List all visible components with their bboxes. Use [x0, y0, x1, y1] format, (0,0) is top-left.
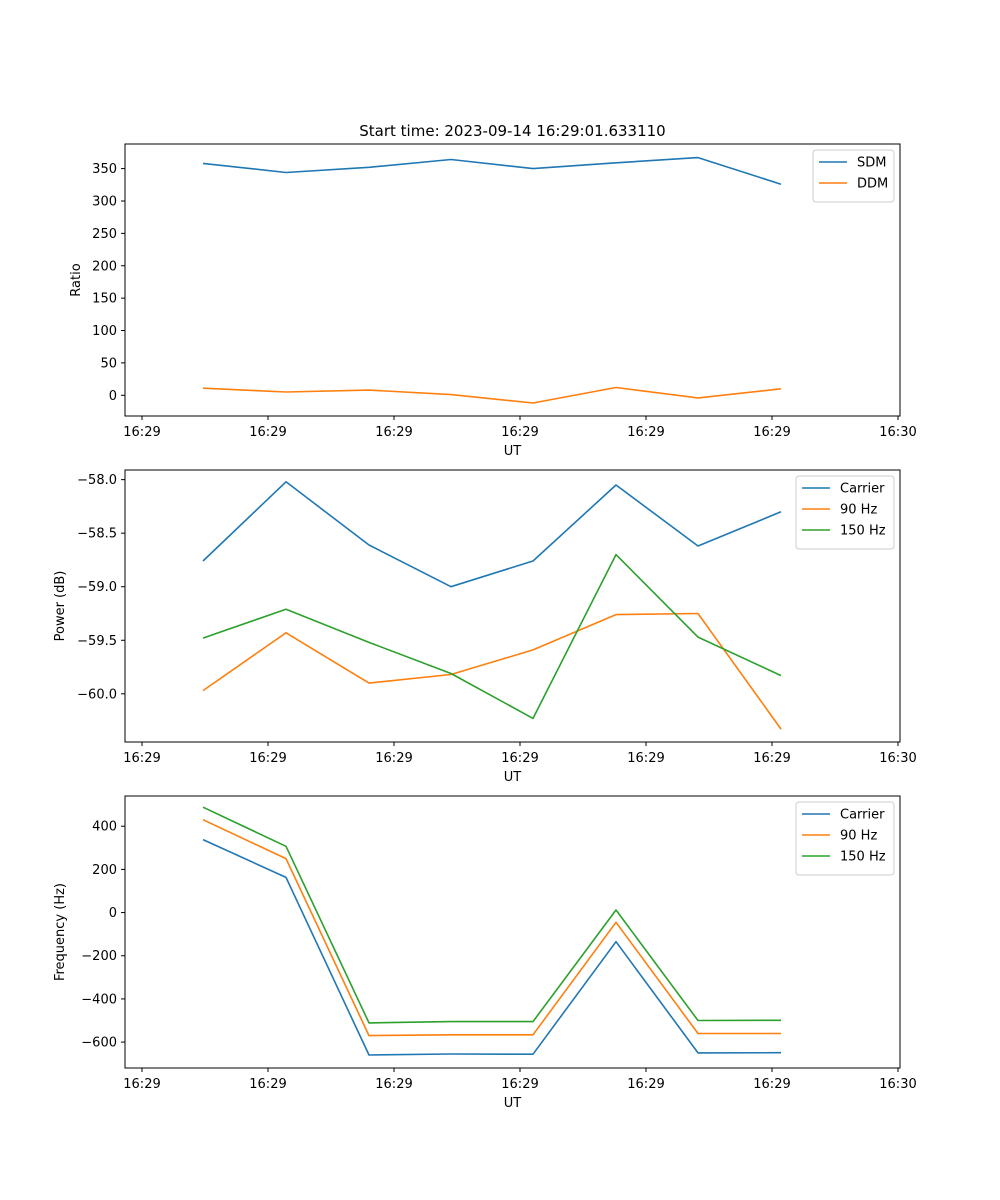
ratio-legend-label-ddm: DDM	[857, 177, 888, 192]
ratio-x-tick-label: 16:29	[249, 425, 286, 440]
ratio-axes-frame	[124, 143, 901, 417]
power-legend-label-90-hz: 90 Hz	[840, 503, 877, 518]
frequency-series-line-90-hz	[202, 818, 781, 1037]
power-y-tick-label: −58.0	[77, 473, 117, 488]
frequency-y-tick-label: −600	[81, 1036, 117, 1051]
frequency-y-tick-label: 400	[92, 820, 117, 835]
ratio-x-tick-label: 16:30	[879, 425, 916, 440]
power-x-tick-label: 16:29	[375, 751, 412, 766]
frequency-legend-label-150-hz: 150 Hz	[840, 850, 886, 865]
frequency-x-axis-label: UT	[504, 1096, 522, 1111]
frequency-x-tick-label: 16:29	[123, 1077, 160, 1092]
frequency-y-tick-label: 200	[92, 863, 117, 878]
ratio-y-tick-label: 200	[92, 259, 117, 274]
frequency-y-tick-label: −400	[81, 992, 117, 1007]
ratio-y-tick-label: 0	[109, 389, 117, 404]
ratio-legend-box	[812, 149, 895, 203]
ratio-series-line-sdm	[202, 156, 782, 185]
frequency-x-tick-label: 16:29	[375, 1077, 412, 1092]
power-x-tick-label: 16:30	[879, 751, 916, 766]
frequency-legend: Carrier 90 Hz 150 Hz	[795, 801, 895, 876]
power-x-tick-label: 16:29	[123, 751, 160, 766]
ratio-x-tick-label: 16:29	[627, 425, 664, 440]
power-x-tick-label: 16:29	[627, 751, 664, 766]
power-x-tick-label: 16:29	[753, 751, 790, 766]
power-panel: 16:29 16:29 16:29 16:29 16:29 16:29 16:30 −60.0…	[53, 469, 917, 785]
frequency-y-axis-label: Frequency (Hz)	[53, 883, 68, 981]
frequency-x-tick-label: 16:30	[879, 1077, 916, 1092]
power-axes-frame	[124, 469, 901, 743]
frequency-series-line-150-hz	[202, 806, 782, 1024]
ratio-y-tick-label: 250	[92, 227, 117, 242]
power-y-tick-label: −58.5	[77, 527, 117, 542]
frequency-axes-frame	[124, 795, 901, 1069]
ratio-x-tick-label: 16:29	[753, 425, 790, 440]
power-series-line-150-hz	[202, 553, 782, 720]
ratio-x-tick-label: 16:29	[375, 425, 412, 440]
ratio-y-tick-label: 100	[92, 324, 117, 339]
ratio-y-axis-label: Ratio	[69, 263, 84, 296]
ratio-x-tick-label: 16:29	[123, 425, 160, 440]
power-x-axis-label: UT	[504, 770, 522, 785]
power-legend: Carrier 90 Hz 150 Hz	[795, 475, 895, 550]
frequency-x-tick-label: 16:29	[249, 1077, 286, 1092]
power-y-tick-label: −59.0	[77, 580, 117, 595]
ratio-x-tick-label: 16:29	[501, 425, 538, 440]
frequency-y-tick-label: 0	[109, 906, 117, 921]
frequency-x-tick-label: 16:29	[627, 1077, 664, 1092]
frequency-x-tick-label: 16:29	[501, 1077, 538, 1092]
power-series-line-90-hz	[202, 612, 782, 730]
ratio-y-tick-label: 300	[92, 194, 117, 209]
power-legend-label-carrier: Carrier	[840, 482, 885, 497]
frequency-series-line-carrier	[202, 838, 782, 1056]
ratio-y-tick-label: 150	[92, 292, 117, 307]
power-y-tick-label: −60.0	[77, 687, 117, 702]
power-series-line-carrier	[202, 480, 782, 588]
frequency-panel: 16:29 16:29 16:29 16:29 16:29 16:29 16:30 −600 −…	[53, 795, 917, 1111]
ratio-y-tick-label: 50	[100, 356, 117, 371]
ratio-y-tick-label: 350	[92, 162, 117, 177]
power-x-tick-label: 16:29	[501, 751, 538, 766]
ratio-x-axis-label: UT	[504, 444, 522, 459]
ratio-legend-label-sdm: SDM	[857, 156, 886, 171]
frequency-x-tick-label: 16:29	[753, 1077, 790, 1092]
ratio-legend: SDM DDM	[812, 149, 895, 203]
power-y-axis-label: Power (dB)	[53, 571, 68, 642]
power-x-tick-label: 16:29	[249, 751, 286, 766]
figure-title: Start time: 2023-09-14 16:29:01.633110	[359, 122, 665, 140]
frequency-y-tick-label: −200	[81, 949, 117, 964]
power-y-tick-label: −59.5	[77, 634, 117, 649]
power-legend-label-150-hz: 150 Hz	[840, 524, 886, 539]
ratio-series-line-ddm	[202, 386, 782, 404]
ratio-panel: 16:29 16:29 16:29 16:29 16:29 16:29 16:30 0 50 10…	[69, 143, 917, 459]
frequency-legend-label-carrier: Carrier	[840, 808, 885, 823]
frequency-legend-label-90-hz: 90 Hz	[840, 829, 877, 844]
